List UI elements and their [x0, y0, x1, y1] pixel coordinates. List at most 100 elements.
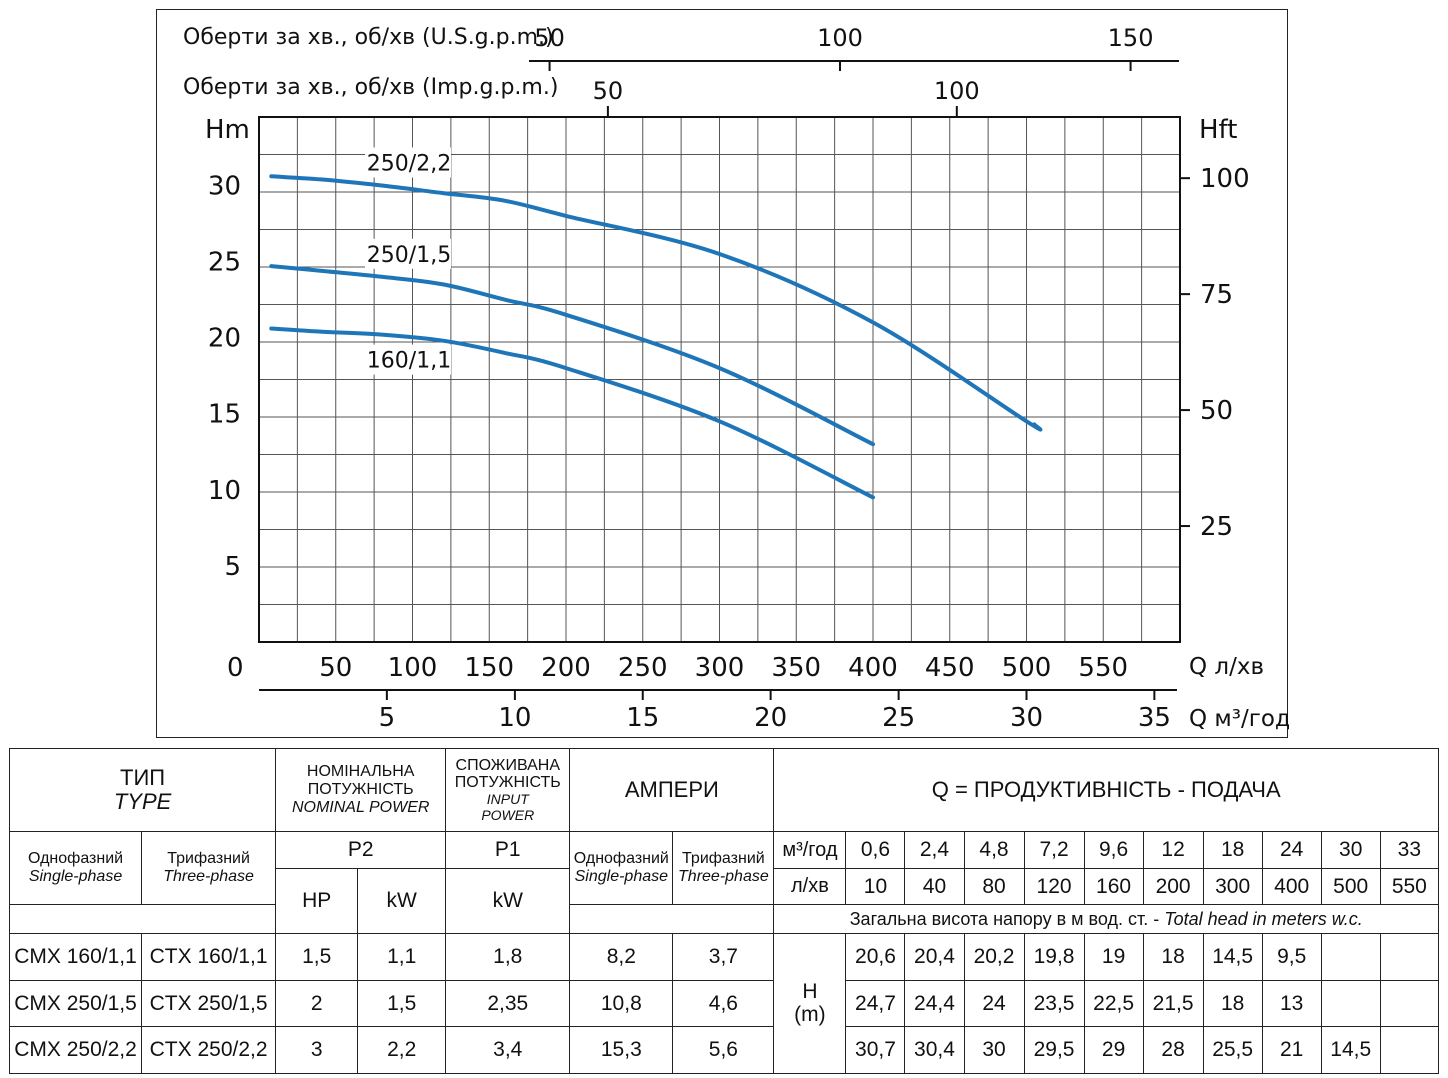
curve-label: 160/1,1 — [367, 349, 451, 374]
table-row: CMX 250/2,2 CTX 250/2,2 3 2,2 3,4 15,3 5… — [8, 1026, 1440, 1074]
head-value: 21,5 — [1142, 979, 1204, 1028]
top-axis-impgpm-label: Оберти за хв., об/хв (Imp.g.p.m.) — [183, 75, 558, 100]
p1-kw-value: 1,8 — [445, 932, 571, 981]
amps-header: АМПЕРИ — [569, 747, 775, 833]
bottom-axis-tick-label: 5 — [379, 703, 396, 733]
top-axis-usgpm-tick-label: 100 — [817, 24, 863, 52]
chart-canvas: Оберти за хв., об/хв (U.S.g.p.m.) 50 100 1… — [183, 24, 1289, 733]
head-value: 14,5 — [1320, 1026, 1381, 1074]
y-right-tick-label: 75 — [1200, 280, 1233, 310]
three-phase-label-en: Three-phase — [163, 868, 254, 886]
q-m3h-cell: 18 — [1202, 831, 1263, 869]
amps-single-value: 10,8 — [569, 979, 674, 1028]
amps-three-phase-label-en: Three-phase — [678, 868, 769, 886]
q-m3h-cell: 0,6 — [845, 831, 906, 869]
head-value: 21 — [1261, 1026, 1322, 1074]
single-phase-header: Однофазний Single-phase — [8, 831, 143, 906]
head-value: 20,4 — [904, 932, 965, 981]
head-value: 23,5 — [1023, 979, 1085, 1028]
amps-three-value: 4,6 — [672, 979, 775, 1028]
y-right-tick-label: 100 — [1200, 164, 1250, 194]
p2-hp-value: 3 — [275, 1026, 359, 1074]
p1-kw-header: kW — [445, 867, 571, 934]
unit-m3h-label: м³/год — [773, 831, 847, 869]
curve-label-bg — [365, 238, 451, 269]
amps-three-phase-header: Трифазний Three-phase — [672, 831, 775, 906]
y-left-tick-label: 30 — [208, 171, 241, 201]
q-m3h-cell: 12 — [1142, 831, 1204, 869]
head-value: 24,7 — [845, 979, 906, 1028]
head-value: 28 — [1142, 1026, 1204, 1074]
head-value — [1379, 1026, 1440, 1074]
head-value: 19 — [1083, 932, 1144, 981]
curve-label: 250/1,5 — [367, 243, 451, 268]
single-phase-model: CMX 250/2,2 — [8, 1026, 143, 1074]
bottom-axis-tick-label: 30 — [1010, 703, 1043, 733]
q-m3h-cell: 4,8 — [963, 831, 1025, 869]
top-axis-usgpm-tick-label: 50 — [534, 24, 565, 52]
amps-single-phase-header: Однофазний Single-phase — [569, 831, 674, 906]
table-row: CMX 250/1,5 CTX 250/1,5 2 1,5 2,35 10,8 … — [8, 979, 1440, 1028]
q-lmin-cell: 200 — [1142, 867, 1204, 906]
head-caption-text: Загальна висота напору в м вод. ст. - — [849, 909, 1165, 930]
top-axis-usgpm-label: Оберти за хв., об/хв (U.S.g.p.m.) — [183, 25, 554, 50]
p2-kw-value: 2,2 — [357, 1026, 447, 1074]
bottom-axis-tick-label: 15 — [626, 703, 659, 733]
curve-160-1-1 — [269, 326, 875, 500]
nominal-power-header-en: NOMINAL POWER — [291, 799, 430, 817]
x-tick-label: 50 — [319, 653, 352, 683]
curve-250-2-2 — [269, 174, 1043, 432]
q-m3h-cell: 30 — [1320, 831, 1381, 869]
three-phase-label: Трифазний — [167, 850, 250, 868]
top-axis-impgpm-ticks: 50 100 — [593, 77, 980, 117]
curve-label-bg — [365, 147, 451, 178]
type-header-en: TYPE — [113, 789, 172, 815]
nominal-power-header-line1: НОМІНАЛЬНА — [306, 763, 415, 781]
x-tick-label: 450 — [925, 653, 975, 683]
bottom-axis-tick-label: 25 — [882, 703, 915, 733]
bottom-axis-tick-label: 20 — [754, 703, 787, 733]
type-spacer-cell — [8, 904, 277, 934]
curve-label: 250/2,2 — [367, 151, 451, 176]
p2-hp-value: 2 — [275, 979, 359, 1028]
head-label: H — [802, 979, 818, 1003]
single-phase-model: CMX 250/1,5 — [8, 979, 143, 1028]
q-lmin-cell: 120 — [1023, 867, 1085, 906]
curve-label-bg — [365, 344, 451, 375]
bottom-axis-m3h-ticks: 5 10 15 20 25 30 35 — [379, 690, 1171, 733]
q-lmin-cell: 10 — [845, 867, 906, 906]
y-right-tick-label: 25 — [1200, 512, 1233, 542]
head-value — [1320, 979, 1381, 1028]
bottom-axis-m3h-label: Q м³/год — [1189, 706, 1289, 732]
single-phase-label: Однофазний — [27, 850, 124, 868]
top-axis-usgpm-tick-label: 150 — [1108, 24, 1154, 52]
y-left-tick-label: 5 — [224, 552, 241, 582]
x-axis-label: Q л/хв — [1189, 654, 1264, 680]
x-tick-label: 350 — [771, 653, 821, 683]
bottom-axis-tick-label: 10 — [498, 703, 531, 733]
y-axis-right-label: Hft — [1199, 115, 1237, 145]
amps-single-value: 15,3 — [569, 1026, 674, 1074]
single-phase-model: CMX 160/1,1 — [8, 932, 143, 981]
q-m3h-cell: 2,4 — [904, 831, 965, 869]
pump-curves: 250/2,2 250/1,5 160/1,1 — [269, 147, 1043, 500]
top-axis-impgpm-tick-label: 100 — [934, 77, 980, 105]
q-lmin-cell: 80 — [963, 867, 1025, 906]
head-value: 29,5 — [1023, 1026, 1085, 1074]
p2-kw-header: kW — [357, 867, 447, 934]
type-header: ТИП — [120, 764, 166, 790]
type-header-cell: ТИП TYPE — [8, 747, 277, 833]
bottom-axis-tick-label: 35 — [1138, 703, 1171, 733]
y-axis-right-ticks: 100 75 50 25 — [1180, 164, 1250, 542]
three-phase-model: CTX 250/2,2 — [141, 1026, 277, 1074]
head-value: 22,5 — [1083, 979, 1144, 1028]
amps-single-phase-label-en: Single-phase — [574, 868, 669, 886]
pump-curve-chart: Оберти за хв., об/хв (U.S.g.p.m.) 50 100 1… — [156, 9, 1289, 738]
q-m3h-cell: 7,2 — [1023, 831, 1085, 869]
top-axis-impgpm-tick-label: 50 — [593, 77, 624, 105]
head-value: 13 — [1261, 979, 1322, 1028]
p1-header: P1 — [445, 831, 571, 869]
pump-spec-table: ТИП TYPE НОМІНАЛЬНА ПОТУЖНІСТЬ NOMINAL P… — [8, 747, 1440, 1075]
p1-kw-value: 3,4 — [445, 1026, 571, 1074]
y-right-tick-label: 50 — [1200, 396, 1233, 426]
